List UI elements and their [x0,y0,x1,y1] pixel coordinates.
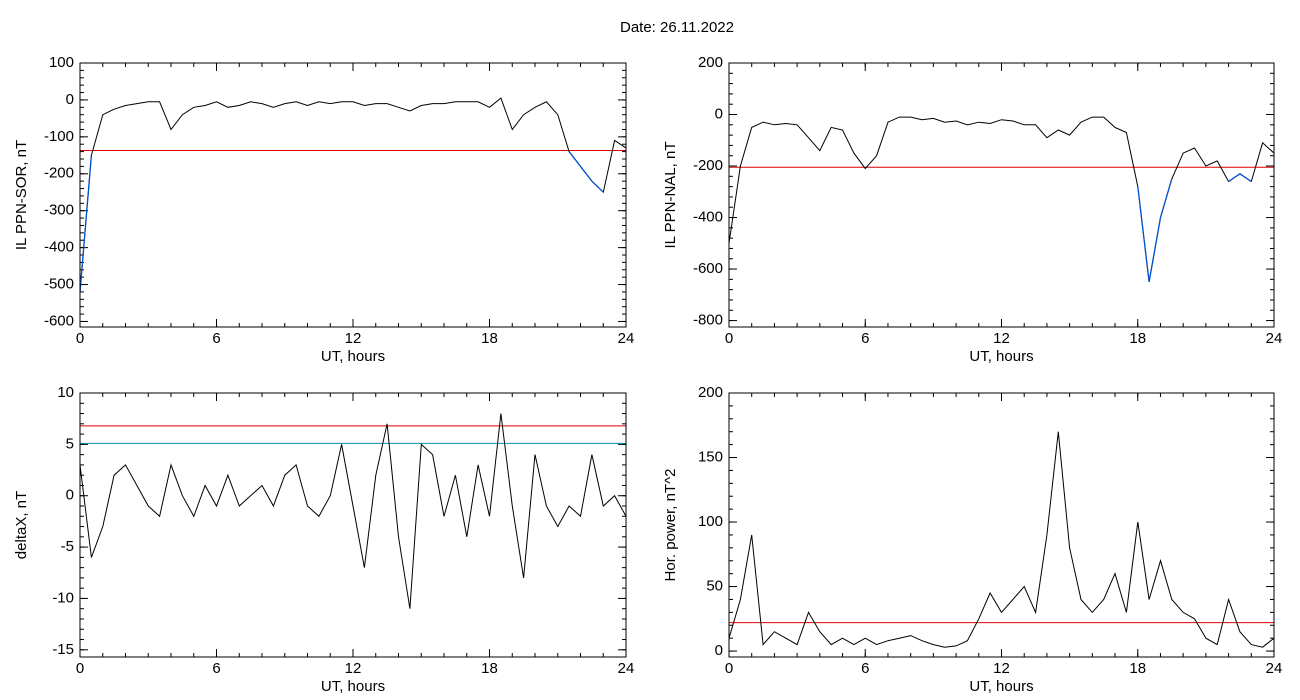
y-tick-label: 200 [698,54,723,71]
x-tick-label: 12 [993,660,1010,677]
y-axis-label: IL PPN-SOR, nT [13,140,30,250]
below-threshold-line [80,151,604,292]
y-tick-label: -600 [693,260,723,277]
y-tick-label: 50 [706,578,723,595]
x-tick-label: 24 [618,330,635,347]
x-axis-label: UT, hours [321,678,385,695]
plot-frame [79,392,627,658]
x-axis-label: UT, hours [321,348,385,365]
panel: 0 6 12 18 24 100 0 -100 -200 -300 -400 -500 -600 UT, … [13,54,634,365]
panel: 0 6 12 18 24 200 0 -200 -400 -600 -800 UT, hours IL … [662,54,1282,365]
plot-frame [728,62,1275,328]
plot-area [80,97,626,292]
x-tick-label: 12 [993,330,1010,347]
plot-frame [728,392,1275,658]
x-axis-label: UT, hours [969,678,1033,695]
y-tick-label: 0 [715,105,723,122]
plot-frame [79,62,627,328]
y-tick-label: -300 [44,202,74,219]
y-tick-label: 150 [698,448,723,465]
x-tick-label: 6 [212,660,220,677]
panel: 0 6 12 18 24 200 150 100 50 0 UT, hours Hor. power,… [662,384,1282,695]
y-tick-label: -200 [693,157,723,174]
y-tick-label: -600 [44,312,74,329]
x-tick-label: 0 [725,330,733,347]
y-axis-label: Hor. power, nT^2 [662,469,679,582]
x-tick-label: 24 [1266,660,1283,677]
x-tick-label: 18 [481,660,498,677]
page-title: Date: 26.11.2022 [620,19,734,36]
x-tick-label: 6 [861,330,869,347]
x-tick-label: 12 [345,660,362,677]
plot-area [80,413,626,609]
data-line [80,97,626,292]
y-tick-label: 0 [715,642,723,659]
x-tick-label: 24 [1266,330,1283,347]
y-tick-label: 100 [49,54,74,71]
y-tick-label: 200 [698,384,723,401]
data-line [80,413,626,609]
x-axis-label: UT, hours [969,348,1033,365]
y-tick-label: -5 [61,538,74,555]
y-axis-label: IL PPN-NAL, nT [662,142,679,249]
x-tick-label: 18 [1129,660,1146,677]
y-tick-label: -15 [52,641,74,658]
below-threshold-line [1137,173,1252,283]
x-tick-label: 18 [1129,330,1146,347]
y-tick-label: 5 [66,435,74,452]
plot-area [729,431,1274,648]
y-axis-label: deltaX, nT [13,491,30,559]
x-tick-label: 0 [76,330,84,347]
y-tick-label: -500 [44,276,74,293]
x-tick-label: 18 [481,330,498,347]
y-tick-label: -400 [44,239,74,256]
plot-area [729,116,1274,283]
x-tick-label: 12 [345,330,362,347]
y-tick-label: 0 [66,91,74,108]
x-tick-label: 0 [76,660,84,677]
y-tick-label: -400 [693,209,723,226]
y-tick-label: -800 [693,312,723,329]
panel: 0 6 12 18 24 10 5 0 -5 -10 -15 UT, hours deltaX, nT [13,384,634,695]
x-tick-label: 0 [725,660,733,677]
x-tick-label: 6 [861,660,869,677]
y-tick-label: -10 [52,589,74,606]
x-tick-label: 24 [618,660,635,677]
x-tick-label: 6 [212,330,220,347]
y-tick-label: 10 [57,384,74,401]
y-tick-label: 100 [698,513,723,530]
data-line [729,116,1274,282]
y-tick-label: -200 [44,165,74,182]
y-tick-label: -100 [44,128,74,145]
y-tick-label: 0 [66,487,74,504]
data-line [729,431,1274,648]
